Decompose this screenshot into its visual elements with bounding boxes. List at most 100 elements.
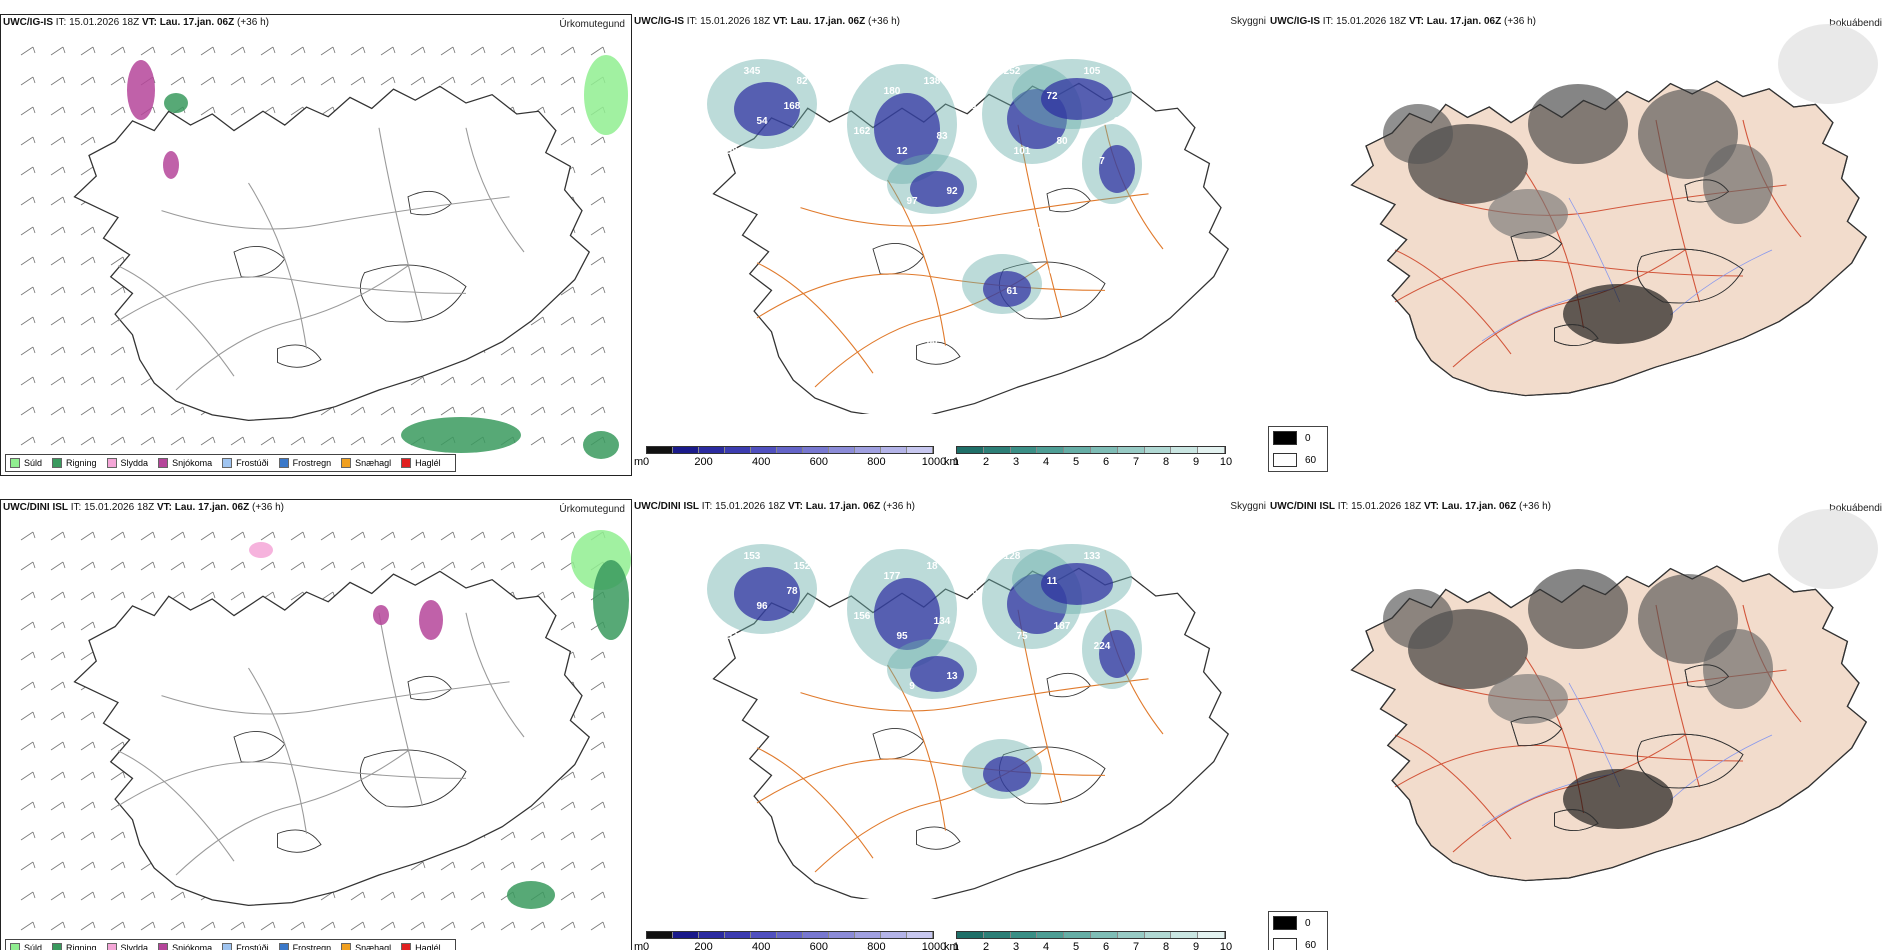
ceiling-label: 134 — [934, 616, 951, 627]
precip-legend-label: Snjókoma — [172, 943, 213, 950]
panel-header: UWC/DINI ISL IT: 15.01.2026 18Z VT: Lau.… — [634, 501, 1264, 515]
ceiling-label: 82 — [796, 76, 808, 87]
lead-time: (+36 h) — [865, 16, 900, 27]
colorbar-segment — [1198, 932, 1225, 938]
precip-area — [373, 605, 389, 625]
precip-legend-label: Haglél — [415, 458, 441, 468]
precip-legend-label: Frostúði — [236, 458, 269, 468]
glacier-outline — [1554, 809, 1599, 831]
ceiling-panel: UWC/DINI ISL IT: 15.01.2026 18Z VT: Lau.… — [632, 499, 1268, 950]
ceiling-label: 91 — [966, 101, 978, 112]
ceiling-label: 345 — [744, 66, 761, 77]
colorbar-tick: 8 — [1162, 941, 1170, 950]
ceiling-label: 58 — [976, 156, 988, 167]
fog-legend-row: 0 — [1273, 431, 1311, 445]
precip-type-title: Úrkomutegund — [559, 504, 625, 515]
colorbar-tick: 5 — [1072, 941, 1080, 950]
precip-legend-item: Frostúði — [222, 943, 269, 950]
precip-legend-item: Slydda — [106, 458, 148, 468]
visibility-title: Skyggni — [1230, 16, 1266, 27]
panel-header: UWC/IG-IS IT: 15.01.2026 18Z VT: Lau. 17… — [3, 17, 627, 31]
ceiling-label: 101 — [1014, 146, 1031, 157]
model-name: UWC/DINI ISL — [1270, 501, 1335, 512]
colorbar-segment — [881, 932, 907, 938]
init-time: IT: 15.01.2026 18Z — [684, 16, 773, 27]
ceiling-label: 70 — [826, 176, 838, 187]
precip-legend-item: Snjókoma — [158, 943, 212, 950]
precip-area — [584, 55, 628, 135]
precip-legend-label: Frostregn — [292, 943, 332, 950]
colorbar-segment — [803, 447, 829, 453]
road-line — [175, 265, 409, 391]
road-line — [887, 179, 947, 346]
colorbar-segment — [907, 932, 933, 938]
colorbar-tick: 3 — [1012, 456, 1020, 468]
glacier-outline — [1554, 324, 1599, 346]
glacier-outline — [1510, 716, 1563, 747]
ceiling-label: 93 — [726, 631, 738, 642]
valid-time: VT: Lau. 17.jan. 06Z — [787, 501, 881, 512]
colorbar-segment — [957, 447, 984, 453]
low-ceiling-area — [874, 93, 940, 165]
road-line — [1017, 609, 1063, 804]
precip-type-title: Úrkomutegund — [559, 19, 625, 30]
valid-time: VT: Lau. 17.jan. 06Z — [1423, 501, 1517, 512]
precip-legend-label: Rigning — [66, 943, 97, 950]
ceiling-label: 185 — [1114, 116, 1131, 127]
precip-legend-item: Rigning — [52, 943, 97, 950]
colorbar-tick: 8 — [1162, 456, 1170, 468]
ceiling-label: 224 — [1094, 641, 1111, 652]
colorbar-segment — [1171, 447, 1199, 453]
precip-legend: Súld Rigning Slydda Snjókoma Frostúði Frostre… — [5, 939, 456, 950]
ceiling-panel: UWC/IG-IS IT: 15.01.2026 18Z VT: Lau. 17… — [632, 14, 1268, 476]
ceiling-label: 160 — [839, 546, 856, 557]
precip-legend-swatch — [278, 458, 289, 468]
ceiling-label: 72 — [1046, 91, 1058, 102]
road-line — [1017, 124, 1063, 319]
precip-legend-swatch — [401, 943, 412, 950]
colorbar-segment — [1037, 932, 1065, 938]
colorbar-segment — [1064, 932, 1091, 938]
colorbar-segment — [983, 932, 1011, 938]
ceiling-label: 153 — [744, 551, 761, 562]
fog-title: Þokuábendi — [1829, 18, 1882, 29]
visibility-colorbar: km 1 2 3 4 5 6 7 8 9 10 — [944, 929, 1232, 950]
valid-time: VT: Lau. 17.jan. 06Z — [141, 17, 235, 28]
colorbar-segment — [1010, 932, 1038, 938]
road-line — [161, 196, 510, 230]
fog-area — [1383, 589, 1453, 649]
low-ceiling-area — [1099, 630, 1135, 678]
colorbar-tick: 10 — [1219, 456, 1233, 468]
precip-legend-label: Slydda — [120, 943, 149, 950]
road-line — [248, 182, 308, 349]
precip-legend-item: Snæhagl — [341, 458, 391, 468]
precip-legend-swatch — [52, 943, 63, 950]
colorbar-segment — [855, 447, 881, 453]
precip-legend-swatch — [158, 458, 169, 468]
colorbar-tick: 0 — [642, 456, 650, 468]
fog-area — [1563, 284, 1673, 344]
precip-area — [419, 600, 443, 640]
river-line — [1670, 249, 1773, 316]
road-line — [465, 612, 525, 738]
ceiling-label: 11 — [1047, 576, 1058, 587]
precip-legend-item: Frostregn — [278, 458, 331, 468]
colorbar-tick: 4 — [1042, 456, 1050, 468]
road-line — [756, 262, 874, 374]
ceiling-label: 76 — [786, 186, 798, 197]
fog-legend: 0 60 — [1268, 911, 1328, 950]
ceiling-label: 22 — [976, 641, 988, 652]
precip-legend-swatch — [222, 943, 233, 950]
valid-time: VT: Lau. 17.jan. 06Z — [156, 502, 250, 513]
colorbar-segment — [829, 932, 855, 938]
precip-area — [127, 60, 155, 120]
ceiling-map-canvas: 153 152 160 177 18 98 128 11 133 42 96 78 93 122 117 15… — [707, 544, 1230, 899]
fog-legend-value: 0 — [1305, 432, 1311, 444]
fog-legend-row: 60 — [1273, 453, 1316, 467]
low-ceiling-area — [910, 171, 964, 207]
road-line — [800, 193, 1149, 227]
visibility-colorbar-bar — [956, 931, 1226, 939]
ceiling-label: 61 — [1006, 286, 1018, 297]
ceiling-label: 133 — [1084, 551, 1101, 562]
road-line — [117, 265, 235, 377]
